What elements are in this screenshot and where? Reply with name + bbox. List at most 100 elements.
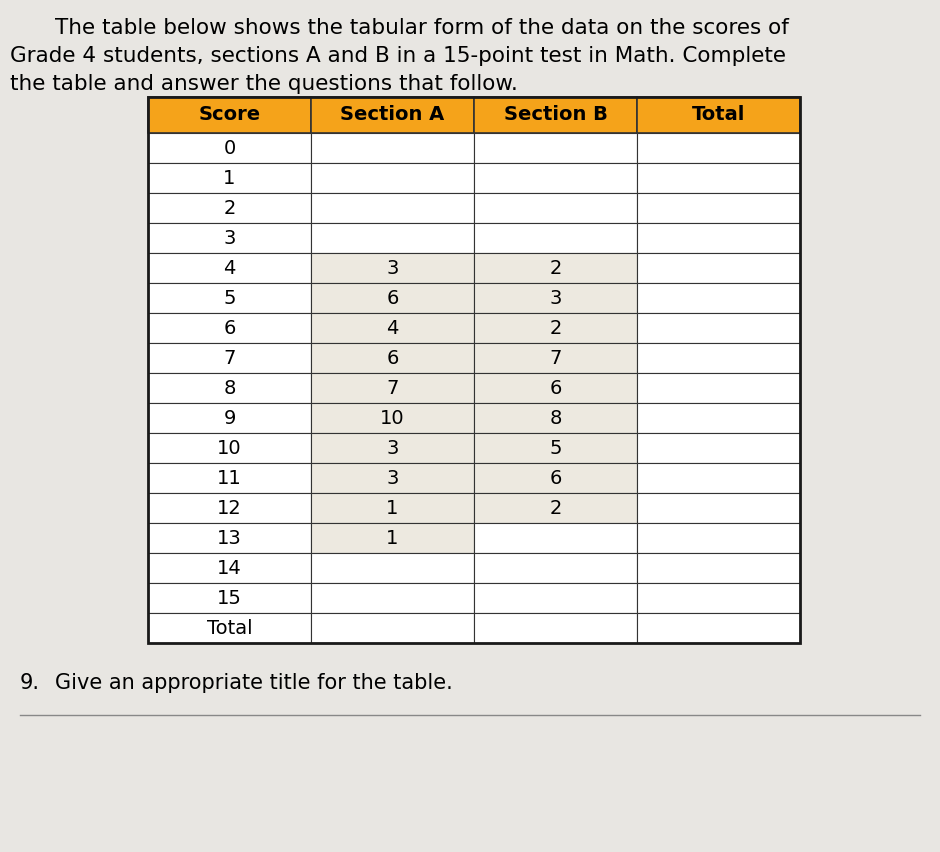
Text: 8: 8 [224,378,236,398]
Bar [311,373,474,403]
Text: 3: 3 [386,258,399,278]
Bar [474,163,637,193]
Bar [637,583,800,613]
Text: 3: 3 [386,469,399,487]
Bar [474,463,637,493]
Text: 6: 6 [549,469,562,487]
Text: 7: 7 [386,378,399,398]
Bar [311,583,474,613]
Bar [148,583,311,613]
Bar [311,253,474,283]
Bar [148,283,311,313]
Text: 13: 13 [217,528,242,548]
Bar [474,283,637,313]
Text: the table and answer the questions that follow.: the table and answer the questions that … [10,74,518,94]
Bar [311,553,474,583]
Text: Give an appropriate title for the table.: Give an appropriate title for the table. [55,673,453,693]
Text: 10: 10 [217,439,242,458]
Text: 9.: 9. [20,673,40,693]
Bar [311,463,474,493]
Bar [148,223,311,253]
Bar [637,403,800,433]
Text: 3: 3 [224,228,236,247]
Bar [148,343,311,373]
Bar [148,163,311,193]
Bar [474,433,637,463]
Text: 1: 1 [224,169,236,187]
Text: 6: 6 [386,289,399,308]
Text: 10: 10 [380,408,405,428]
Bar [148,193,311,223]
Text: Grade 4 students, sections A and B in a 15-point test in Math. Complete: Grade 4 students, sections A and B in a … [10,46,786,66]
Text: 2: 2 [549,319,562,337]
Text: 6: 6 [549,378,562,398]
Bar [474,583,637,613]
Bar [474,343,637,373]
Text: 2: 2 [549,258,562,278]
Bar [474,403,637,433]
Bar [311,283,474,313]
Bar [474,373,637,403]
Text: Total: Total [692,106,745,124]
Bar [148,433,311,463]
Text: 7: 7 [549,348,562,367]
Text: 6: 6 [224,319,236,337]
Bar [474,313,637,343]
Text: 2: 2 [549,498,562,517]
Bar [637,133,800,163]
Bar [474,553,637,583]
Bar [637,433,800,463]
Bar [148,313,311,343]
Text: 4: 4 [224,258,236,278]
Text: 11: 11 [217,469,242,487]
Bar [474,193,637,223]
Text: Section B: Section B [504,106,607,124]
Text: Total: Total [207,619,252,637]
Bar [474,223,637,253]
Bar [148,403,311,433]
Bar [311,433,474,463]
Text: 12: 12 [217,498,242,517]
Bar [637,97,800,133]
Bar [637,283,800,313]
Text: Score: Score [198,106,260,124]
Bar [148,523,311,553]
Bar [311,313,474,343]
Bar [148,133,311,163]
Text: 8: 8 [549,408,562,428]
Text: 7: 7 [224,348,236,367]
Bar [311,493,474,523]
Bar [474,523,637,553]
Bar [637,163,800,193]
Bar [474,97,637,133]
Bar [474,253,637,283]
Bar [474,613,637,643]
Bar [637,553,800,583]
Bar [311,403,474,433]
Text: 1: 1 [386,498,399,517]
Bar [637,613,800,643]
Bar [311,613,474,643]
Bar [637,463,800,493]
Text: 5: 5 [549,439,562,458]
Bar [637,253,800,283]
Text: 3: 3 [386,439,399,458]
Text: 15: 15 [217,589,242,607]
Bar [311,523,474,553]
Bar [637,493,800,523]
Text: 5: 5 [224,289,236,308]
Bar [148,97,800,643]
Bar [637,313,800,343]
Text: 9: 9 [224,408,236,428]
Bar [311,223,474,253]
Text: 2: 2 [224,199,236,217]
Text: 6: 6 [386,348,399,367]
Bar [148,463,311,493]
Text: 3: 3 [549,289,562,308]
Text: The table below shows the tabular form of the data on the scores of: The table below shows the tabular form o… [55,18,789,38]
Bar [148,553,311,583]
Text: Section A: Section A [340,106,445,124]
Text: 4: 4 [386,319,399,337]
Bar [148,97,311,133]
Bar [474,493,637,523]
